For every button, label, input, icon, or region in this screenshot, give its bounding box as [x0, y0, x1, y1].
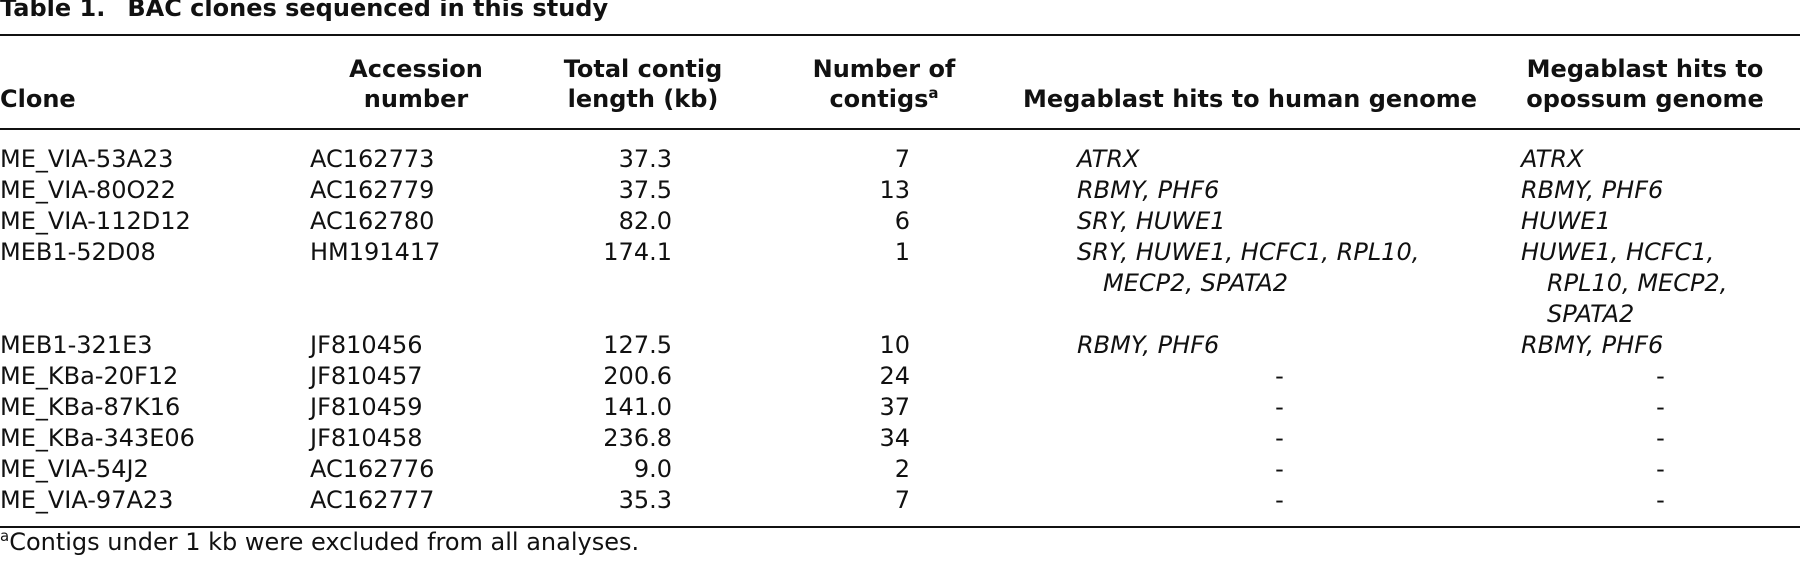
table-cell: AC162777: [304, 485, 528, 528]
table-cell: 174.1: [603, 238, 672, 266]
table-cell: ME_KBa-87K16: [0, 393, 181, 421]
table-row: ME_KBa-343E06 JF810458 236.8 34 - -: [0, 423, 1800, 454]
column-header: Megablast hits to human genome: [1010, 34, 1490, 130]
table-cell: -: [1656, 393, 1665, 421]
table-body: ME_VIA-53A23 AC162773 37.3 7 ATRX ATRX ME_VIA-…: [0, 129, 1800, 528]
table-cell: SRY, HUWE1, HCFC1, RPL10, MECP2, SPATA2: [1077, 238, 1420, 297]
column-header: Clone: [0, 34, 304, 130]
table-row: MEB1-321E3 JF810456 127.5 10 RBMY, PHF6 RBMY,…: [0, 330, 1800, 361]
table-cell: AC162780: [310, 207, 435, 235]
column-header-text: Megablast hits to human genome: [1022, 85, 1478, 113]
table-row: ME_VIA-97A23 AC162777 35.3 7- -: [0, 485, 1800, 528]
table-cell: -: [1010, 485, 1490, 528]
table-cell: 82.0: [618, 207, 672, 235]
table-cell: 127.5: [603, 331, 672, 359]
table-cell: RBMY, PHF6: [1077, 176, 1220, 204]
column-header-text: Number of contigs: [812, 55, 956, 113]
column-header-text: Accession number: [349, 55, 483, 113]
table-cell: MEB1-321E3: [0, 331, 153, 359]
footnote: aContigs under 1 kb were excluded from a…: [0, 528, 639, 556]
table-row: ME_VIA-53A23 AC162773 37.3 7 ATRX ATRX: [0, 129, 1800, 175]
table-row: ME_VIA-112D12 AC162780 82.0 6 SRY, HUWE1 HUWE…: [0, 206, 1800, 237]
table-cell: ME_VIA-54J2: [0, 455, 149, 483]
table-cell: RBMY, PHF6: [1521, 331, 1664, 359]
table-cell: -: [1656, 424, 1665, 452]
table-cell: MEB1-52D08: [0, 238, 156, 266]
column-header: Accession number: [304, 34, 528, 130]
column-header-text: Total contig length (kb): [563, 55, 723, 113]
column-header-text: Megablast hits to opossum genome: [1526, 55, 1764, 113]
table-cell: JF810456: [310, 331, 423, 359]
table-cell: 34: [879, 424, 910, 452]
table-cell: 6: [894, 207, 910, 235]
table-cell: -: [1275, 455, 1284, 483]
table-cell: ME_KBa-343E06: [0, 424, 195, 452]
footnote-text: Contigs under 1 kb were excluded from al…: [9, 528, 640, 556]
table-row: ME_VIA-54J2 AC162776 9.0 2 - -: [0, 454, 1800, 485]
table-cell: -: [1490, 485, 1800, 528]
table-cell: RBMY, PHF6: [1521, 176, 1664, 204]
column-header: Total contig length (kb): [528, 34, 758, 130]
table-cell: ME_VIA-80O22: [0, 176, 176, 204]
table-cell: 37.3: [618, 145, 672, 173]
table-cell: 10: [879, 331, 910, 359]
table-cell: -: [1275, 393, 1284, 421]
column-header: Megablast hits to opossum genome: [1490, 34, 1800, 130]
table-cell: 7: [758, 485, 1010, 528]
table-cell: HUWE1: [1521, 207, 1611, 235]
table-cell: AC162779: [310, 176, 435, 204]
table-cell: -: [1275, 424, 1284, 452]
table-cell: ME_KBa-20F12: [0, 362, 179, 390]
table-caption: BAC clones sequenced in this study: [127, 0, 609, 22]
header-row: Clone Accession number Total contig length…: [0, 34, 1800, 130]
table-cell: JF810459: [310, 393, 423, 421]
table-row: ME_VIA-80O22 AC162779 37.5 13 RBMY, PHF6 RBMY…: [0, 175, 1800, 206]
table-cell: 35.3: [528, 485, 758, 528]
table-cell: ME_VIA-53A23: [0, 145, 174, 173]
table-cell: HUWE1, HCFC1, RPL10, MECP2, SPATA2: [1521, 238, 1728, 328]
table-cell: 9.0: [633, 455, 672, 483]
column-header-text: Clone: [0, 85, 76, 113]
table-cell: SRY, HUWE1: [1077, 207, 1226, 235]
table-cell: AC162776: [310, 455, 435, 483]
table-cell: -: [1656, 455, 1665, 483]
table-cell: 200.6: [603, 362, 672, 390]
table-cell: 236.8: [603, 424, 672, 452]
table-row: ME_KBa-20F12 JF810457 200.6 24 - -: [0, 361, 1800, 392]
table-cell: -: [1656, 362, 1665, 390]
table-cell: AC162773: [310, 145, 435, 173]
table-title: Table 1. BAC clones sequenced in this stu…: [0, 0, 608, 22]
table-label: Table 1.: [0, 0, 106, 22]
footnote-mark: a: [0, 527, 10, 545]
table-cell: RBMY, PHF6: [1077, 331, 1220, 359]
table-row: MEB1-52D08 HM191417 174.1 1 SRY, HUWE1, HCFC…: [0, 237, 1800, 330]
table-cell: JF810457: [310, 362, 423, 390]
table-cell: HM191417: [310, 238, 441, 266]
table-cell: ATRX: [1077, 145, 1140, 173]
table-cell: -: [1275, 362, 1284, 390]
table-cell: ATRX: [1521, 145, 1584, 173]
data-table: Clone Accession number Total contig length…: [0, 34, 1800, 528]
table-cell: 24: [879, 362, 910, 390]
table-row: ME_KBa-87K16 JF810459 141.0 37 - -: [0, 392, 1800, 423]
table-cell: 37: [879, 393, 910, 421]
table-cell: 13: [879, 176, 910, 204]
table-cell: ME_VIA-97A23: [0, 485, 304, 528]
column-note-mark: a: [928, 84, 939, 102]
table-cell: 2: [894, 455, 910, 483]
table-cell: 37.5: [618, 176, 672, 204]
table-cell: 141.0: [603, 393, 672, 421]
table-cell: ME_VIA-112D12: [0, 207, 191, 235]
table-head: Clone Accession number Total contig length…: [0, 34, 1800, 130]
column-header: Number of contigsa: [758, 34, 1010, 130]
table-cell: JF810458: [310, 424, 423, 452]
table-cell: 7: [894, 145, 910, 173]
table-cell: 1: [894, 238, 910, 266]
